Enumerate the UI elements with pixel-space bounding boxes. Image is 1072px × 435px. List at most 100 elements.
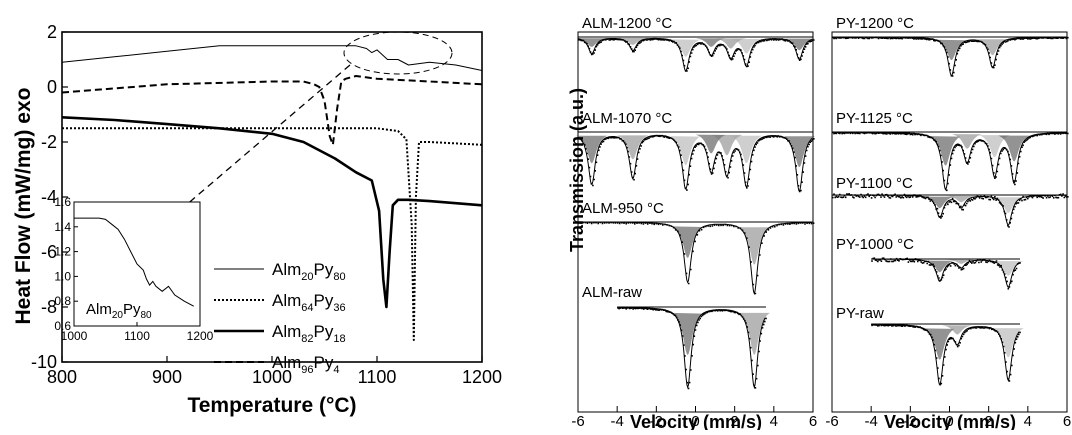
inset-curve [74, 217, 194, 307]
ms-x-tick-label: -2 [650, 413, 663, 430]
mossbauer-spectra: ALM-1200 °C ALM-1070 °C ALM-950 °C ALM-raw P… [576, 15, 1069, 390]
mossbauer-spectrum: PY-raw [836, 305, 1024, 386]
dsc-x-tick-label: 1100 [358, 367, 397, 387]
dsc-series [61, 45, 483, 341]
inset-y-tick-label: 0.6 [54, 319, 71, 333]
legend-label: Alm20Py80 [272, 260, 346, 283]
region-highlight-ellipse [343, 31, 453, 75]
mossbauer-spectrum: PY-1000 °C [836, 236, 1024, 290]
spectrum-label: PY-1100 °C [836, 175, 913, 192]
dsc-y-tick-label: 2 [47, 22, 57, 42]
mossbauer-spectrum: ALM-1070 °C [576, 110, 815, 193]
dsc-y-tick-label: -2 [41, 132, 57, 152]
dsc-y-tick-label: -10 [31, 352, 57, 372]
spectrum-label: PY-raw [836, 305, 884, 322]
spectrum-label: ALM-950 °C [582, 200, 664, 217]
mossbauer-panels: ALM-1200 °C ALM-1070 °C ALM-950 °C ALM-raw P… [567, 15, 1071, 432]
inset-x-tick-label: 1100 [124, 329, 150, 343]
spectrum-component [992, 197, 1024, 213]
mossbauer-spectrum: PY-1125 °C [832, 110, 1069, 192]
ms-x-tick-label: 0 [691, 413, 699, 430]
inset-x-tick-label: 1200 [187, 329, 214, 343]
dsc-series-line-alm20py80 [61, 45, 483, 71]
mossbauer-spectrum: PY-1200 °C [832, 15, 1069, 77]
dsc-x-tick-label: 800 [47, 367, 77, 387]
legend-label: Alm96Py4 [272, 353, 340, 376]
inset-y-tick-label: 1.6 [54, 195, 71, 209]
ms-x-tick-label: 4 [1024, 413, 1032, 430]
ms-x-tick-label: 6 [809, 413, 817, 430]
spectrum-component [976, 39, 1009, 56]
ms-x-tick-label: -4 [864, 413, 877, 430]
py-x-axis-title: Velocity (mm/s) [884, 412, 1016, 430]
spectrum-component [670, 136, 701, 166]
dsc-ticks: 800 900 1000 1100 1200 2 0 -2 -4 -6 -8 -10 [31, 22, 502, 387]
dsc-y-tick-label: 0 [47, 77, 57, 97]
inset-chart: 1000 1100 1200 1.6 1.4 1.2 1.0 0.8 0.6 Alm20Py80 [54, 195, 213, 343]
spectrum-component [945, 195, 976, 203]
ms-x-tick-label: -2 [904, 413, 917, 430]
spectrum-data-points [578, 134, 815, 193]
dsc-x-tick-label: 1000 [252, 367, 292, 387]
ms-y-axis-title: Transmission (a.u.) [567, 88, 587, 252]
dsc-y-tick-label: -6 [41, 242, 57, 262]
spectrum-component [711, 134, 743, 156]
spectrum-component [941, 325, 972, 335]
spectrum-label: ALM-1070 °C [582, 110, 672, 127]
spectrum-component [695, 38, 726, 47]
inset-y-tick-label: 1.0 [54, 269, 71, 283]
spectrum-component [576, 135, 608, 164]
inset-y-tick-label: 1.2 [54, 245, 71, 259]
spectrum-component [617, 135, 649, 160]
spectrum-fit [832, 194, 1067, 227]
spectrum-component [924, 328, 955, 360]
ms-x-tick-label: 2 [730, 413, 738, 430]
spectrum-component [738, 227, 770, 265]
spectrum-component [670, 39, 701, 57]
spectrum-label: PY-1000 °C [836, 236, 914, 253]
mossbauer-spectrum: ALM-950 °C [578, 200, 815, 296]
dsc-legend: Alm20Py80 Alm64Py36 Alm82Py18 Alm96Py4 [214, 260, 346, 376]
dsc-chart: 800 900 1000 1100 1200 2 0 -2 -4 -6 -8 -10 1000 1100… [12, 22, 502, 417]
spectrum-component [730, 39, 763, 54]
spectrum-component [945, 259, 976, 264]
spectrum-data-points [578, 38, 815, 72]
mossbauer-ticks: -6 -4 -2 0 2 4 6 -6 -4 -2 0 2 4 6 [571, 406, 1071, 430]
spectrum-label: ALM-1200 °C [582, 15, 672, 32]
ms-x-tick-label: -6 [825, 413, 838, 430]
ms-x-tick-label: -4 [610, 413, 623, 430]
mossbauer-spectrum: ALM-1200 °C [576, 15, 815, 72]
spectrum-component [951, 134, 982, 149]
spectrum-component [617, 38, 649, 45]
spectrum-label: PY-1125 °C [836, 110, 913, 127]
dsc-x-axis-title: Temperature (°C) [187, 394, 356, 417]
spectrum-component [992, 261, 1024, 276]
dsc-series-line-alm64py36 [62, 127, 483, 341]
spectrum-component [929, 136, 961, 166]
spectrum-component [783, 136, 815, 168]
mossbauer-spectrum: PY-1100 °C [832, 175, 1069, 228]
dsc-y-tick-label: -4 [41, 187, 57, 207]
spectrum-component [978, 135, 1011, 158]
alm-x-axis-title: Velocity (mm/s) [630, 412, 762, 430]
spectrum-data-points [871, 257, 1021, 290]
py-panel-frame [831, 31, 1068, 413]
ms-x-tick-label: 0 [945, 413, 953, 430]
dsc-y-axis-title: Heat Flow (mW/mg)exo [12, 87, 35, 324]
zoom-arrow-line [177, 64, 351, 213]
legend-label: Alm82Py18 [272, 322, 346, 345]
ms-x-tick-label: 2 [984, 413, 992, 430]
dsc-x-tick-label: 900 [152, 367, 182, 387]
spectrum-label: ALM-raw [582, 284, 642, 301]
legend-label: Alm64Py36 [272, 291, 346, 314]
mossbauer-spectrum: ALM-raw [582, 284, 770, 390]
ms-x-tick-label: 6 [1063, 413, 1071, 430]
dsc-y-tick-label: -8 [41, 297, 57, 317]
spectrum-component [730, 135, 763, 164]
spectrum-component [783, 38, 815, 51]
spectrum-fit [577, 134, 813, 192]
inset-x-tick-label: 1000 [61, 329, 88, 343]
spectrum-component [998, 135, 1030, 162]
